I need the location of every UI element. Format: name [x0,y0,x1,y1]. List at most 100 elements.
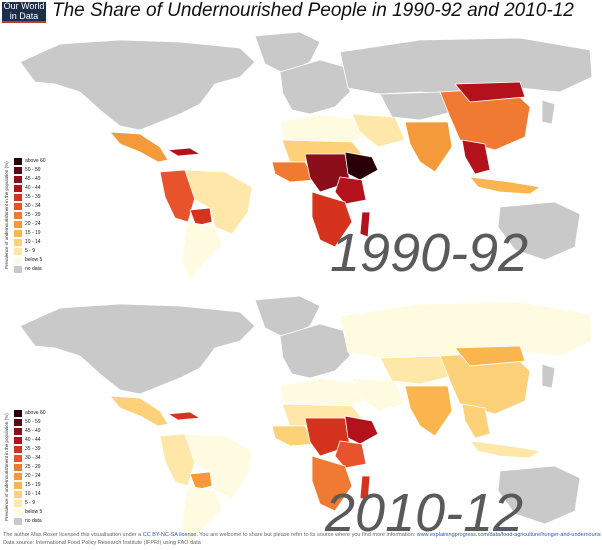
region-europe[interactable] [279,59,351,115]
legend-swatch [14,202,22,210]
region-horn[interactable] [344,415,379,445]
legend-label: 30 - 34 [25,203,41,209]
region-north-america[interactable] [19,39,256,131]
region-indonesia[interactable] [469,440,542,459]
legend-swatch [14,220,22,228]
region-central-asia[interactable] [379,91,453,121]
region-east-africa[interactable] [334,176,367,205]
region-north-africa[interactable] [279,113,373,143]
legend-swatch [14,418,22,426]
source-link[interactable]: www.explainingprogress.com/data/food-agr… [416,532,601,538]
region-east-africa[interactable] [334,440,367,469]
region-southern-cone[interactable] [181,485,223,545]
region-central-asia[interactable] [379,355,453,385]
region-southern-cone[interactable] [181,221,223,281]
legend-swatch [14,247,22,255]
region-mongolia[interactable] [454,345,526,367]
region-bolivia[interactable] [189,471,213,491]
region-australia[interactable] [497,201,581,261]
legend-label: above 60 [25,410,46,416]
legend-label: 30 - 34 [25,455,41,461]
region-greenland[interactable] [254,31,321,75]
legend-label: 25 - 29 [25,212,41,218]
region-southern-africa[interactable] [311,455,353,512]
region-south-asia[interactable] [404,121,453,173]
region-indonesia[interactable] [469,176,542,195]
legend-label: 35 - 39 [25,194,41,200]
legend-item: 25 - 29 [14,211,41,219]
legend-label: below 5 [25,257,43,263]
region-north-america[interactable] [19,303,256,395]
legend-swatch [14,508,22,516]
region-central-america[interactable] [109,131,169,163]
legend-item: 10 - 14 [14,490,41,498]
legend-label: 15 - 19 [25,482,41,488]
legend-label: 5 - 9 [25,248,36,254]
page-title: The Share of Undernourished People in 19… [52,0,574,21]
region-southeast-asia[interactable] [461,139,491,175]
region-japan[interactable] [541,363,556,389]
region-west-africa[interactable] [271,161,316,183]
legend-swatch [14,409,22,417]
region-madagascar[interactable] [359,211,371,238]
footer: The author Max Roser licensed this visua… [3,531,601,547]
legend-swatch [14,445,22,453]
region-caribbean[interactable] [166,147,202,157]
region-west-africa[interactable] [271,425,316,447]
region-australia[interactable] [497,465,581,525]
legend-swatch [14,256,22,264]
region-middle-east[interactable] [351,113,406,148]
legend-swatch [14,427,22,435]
region-central-america[interactable] [109,395,169,427]
legend-swatch [14,436,22,444]
map-panel-1990: Prevalence of undernourishment in the po… [0,22,602,284]
region-horn[interactable] [344,151,379,181]
region-southeast-asia[interactable] [461,403,491,439]
region-south-asia[interactable] [404,385,453,437]
legend-item: 5 - 9 [14,247,35,255]
logo-line-1: Our World [3,1,45,11]
logo: Our World in Data [2,1,46,23]
legend-item: 50 - 59 [14,166,41,174]
legend-item: above 60 [14,409,46,417]
legend-item: below 5 [14,508,42,516]
region-greenland[interactable] [254,295,321,339]
world-map [19,295,593,545]
legend-item: below 5 [14,256,42,264]
legend-label: 20 - 24 [25,221,41,227]
region-north-africa[interactable] [279,377,373,407]
legend-label: no data [25,266,42,272]
legend-label: 5 - 9 [25,500,36,506]
region-caribbean[interactable] [166,411,202,421]
legend-swatch [14,517,22,525]
region-russia[interactable] [339,301,593,361]
period-label: 1990-92 [330,223,529,283]
legend-item: 20 - 24 [14,472,41,480]
map-panel-2010: Prevalence of undernourishment in the po… [0,286,602,548]
legend-item: no data [14,265,42,273]
region-madagascar[interactable] [359,475,371,502]
data-source: Data source: International Food Policy R… [3,540,201,546]
region-europe[interactable] [279,323,351,379]
world-map [19,31,593,281]
legend-label: no data [25,518,42,524]
region-mongolia[interactable] [454,81,526,103]
legend-item: 50 - 59 [14,418,41,426]
legend-label: 10 - 14 [25,239,41,245]
region-middle-east[interactable] [351,377,406,412]
legend-label: 40 - 44 [25,185,41,191]
region-bolivia[interactable] [189,207,213,227]
legend-item: 25 - 29 [14,463,41,471]
legend-swatch [14,184,22,192]
legend-label: 35 - 39 [25,446,41,452]
region-japan[interactable] [541,99,556,125]
license-link[interactable]: CC BY-NC-SA license [142,532,197,538]
region-brazil[interactable] [184,433,253,499]
region-brazil[interactable] [184,169,253,235]
legend-label: 15 - 19 [25,230,41,236]
region-southern-africa[interactable] [311,191,353,248]
footer-text-a: The author Max Roser licensed this visua… [3,532,143,538]
region-russia[interactable] [339,37,593,97]
logo-line-2: in Data [9,10,39,21]
legend-label: 40 - 44 [25,437,41,443]
